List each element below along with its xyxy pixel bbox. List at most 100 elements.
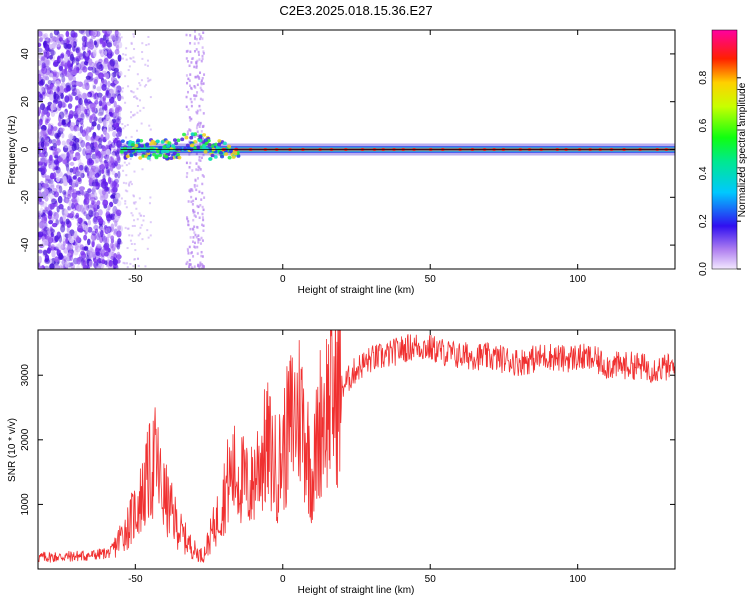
spectrogram-faint-cell [132, 91, 135, 94]
spectrogram-noise-cell [108, 119, 113, 127]
spectrogram-noise-cell [81, 45, 86, 51]
spectrogram-faint-cell [130, 212, 133, 215]
spectrogram-noise-cell [38, 198, 41, 205]
spectrogram-noise-cell [44, 195, 49, 202]
carrier-wobble-cell [169, 156, 174, 161]
spectrogram-column-cell [200, 59, 203, 63]
spectrogram-noise-cell [94, 99, 99, 105]
spectrogram-column-cell [202, 82, 205, 85]
spectrogram-noise-cell [116, 131, 122, 138]
spectrogram-faint-cell [122, 127, 125, 130]
spectrogram-noise-cell [40, 141, 45, 148]
spectrogram-noise-cell [68, 152, 74, 161]
spectrogram-x-tick-label: -50 [128, 274, 143, 285]
spectrogram-noise-cell [75, 170, 81, 177]
spectrogram-noise-cell [38, 182, 43, 191]
page-title: C2E3.2025.018.15.36.E27 [279, 3, 432, 18]
spectrogram-noise-cell [111, 181, 117, 189]
spectrogram-column-cell [192, 211, 195, 214]
spectrogram-noise-cell [109, 73, 114, 79]
spectrogram-noise-cell [105, 166, 110, 174]
spectrogram-noise-cell [70, 211, 75, 217]
spectrogram-noise-cell [115, 132, 121, 138]
spectrogram-column-cell [201, 98, 204, 102]
spectrogram-faint-cell [132, 60, 135, 63]
spectrogram-noise-cell [69, 167, 74, 173]
spectrogram-column-cell [201, 57, 204, 61]
spectrogram-noise-cell [66, 151, 70, 159]
spectrogram-noise-cell [90, 200, 95, 206]
spectrogram-noise-cell [67, 193, 72, 200]
spectrogram-noise-cell [69, 122, 76, 127]
spectrogram-column-cell [187, 220, 190, 223]
spectrogram-noise-cell [108, 126, 115, 132]
spectrogram-noise-cell [114, 30, 119, 38]
spectrogram-column-cell [195, 126, 198, 130]
spectrogram-column-cell [200, 236, 203, 240]
spectrogram-column-cell [202, 153, 205, 157]
spectrogram-column-cell [189, 161, 192, 165]
spectrogram-column-cell [186, 217, 189, 221]
snr-x-tick-label: 0 [280, 574, 286, 585]
spectrogram-column-cell [202, 90, 205, 93]
carrier-wobble-cell [184, 135, 189, 140]
spectrogram-noise-cell [90, 234, 95, 243]
spectrogram-noise-cell [102, 119, 108, 128]
spectrogram-noise-cell [113, 87, 118, 94]
spectrogram-noise-cell [47, 203, 53, 212]
spectrogram-noise-cell [74, 152, 81, 161]
spectrogram-column-cell [197, 50, 200, 54]
spectrogram-faint-cell [147, 236, 150, 239]
carrier-wobble-cell [190, 132, 195, 136]
spectrogram-column-cell [193, 225, 196, 228]
spectrogram-noise-cell [38, 249, 43, 254]
spectrogram-noise-cell [54, 132, 60, 139]
spectrogram-column-cell [201, 239, 204, 242]
spectrogram-faint-cell [139, 109, 142, 112]
spectrogram-noise-cell [50, 48, 55, 56]
colorbar-label: Normalized spectral amplitude [737, 82, 748, 217]
spectrogram-noise-cell [91, 121, 97, 127]
carrier-wobble-cell [210, 153, 215, 158]
spectrogram-faint-cell [140, 214, 143, 217]
spectrogram-noise-cell [83, 36, 88, 42]
spectrogram-noise-cell [88, 250, 94, 258]
spectrogram-noise-cell [96, 247, 102, 253]
carrier-wobble-cell [133, 152, 138, 157]
spectrogram-noise-cell [80, 111, 85, 118]
spectrogram-column-cell [188, 84, 191, 88]
carrier-wobble-cell [160, 140, 165, 144]
spectrogram-column-cell [199, 121, 202, 125]
spectrogram-faint-cell [132, 56, 135, 59]
spectrogram-column-cell [201, 255, 204, 258]
spectrogram-noise-cell [45, 179, 52, 184]
spectrogram-noise-cell [83, 128, 88, 134]
carrier-wobble-cell [136, 138, 141, 143]
spectrogram-noise-cell [112, 205, 118, 214]
spectrogram-noise-cell [88, 171, 94, 178]
spectrogram-column-cell [196, 91, 199, 94]
spectrogram-column-cell [189, 73, 192, 76]
carrier-wobble-cell [217, 142, 222, 147]
spectrogram-column-cell [198, 190, 201, 194]
spectrogram-noise-cell [49, 263, 55, 269]
spectrogram-noise-cell [97, 111, 104, 117]
spectrogram-noise-cell [68, 199, 72, 208]
spectrogram-noise-cell [114, 193, 121, 200]
spectrogram-x-axis-label: Height of straight line (km) [298, 285, 415, 296]
spectrogram-noise-cell [65, 30, 70, 38]
spectrogram-noise-cell [85, 30, 92, 37]
spectrogram-column-cell [187, 108, 190, 111]
spectrogram-noise-cell [89, 31, 96, 36]
spectrogram-noise-cell [53, 191, 59, 198]
spectrogram-faint-cell [128, 162, 131, 165]
spectrogram-noise-cell [65, 218, 70, 225]
spectrogram-noise-cell [77, 52, 83, 58]
spectrogram-column-cell [195, 37, 198, 41]
snr-x-axis-label: Height of straight line (km) [298, 585, 415, 596]
colorbar-tick-label: 0.2 [698, 214, 709, 228]
spectrogram-column-cell [200, 198, 203, 201]
spectrogram-column-cell [193, 49, 196, 53]
spectrogram-faint-cell [125, 47, 128, 50]
spectrogram-column-cell [192, 236, 195, 239]
